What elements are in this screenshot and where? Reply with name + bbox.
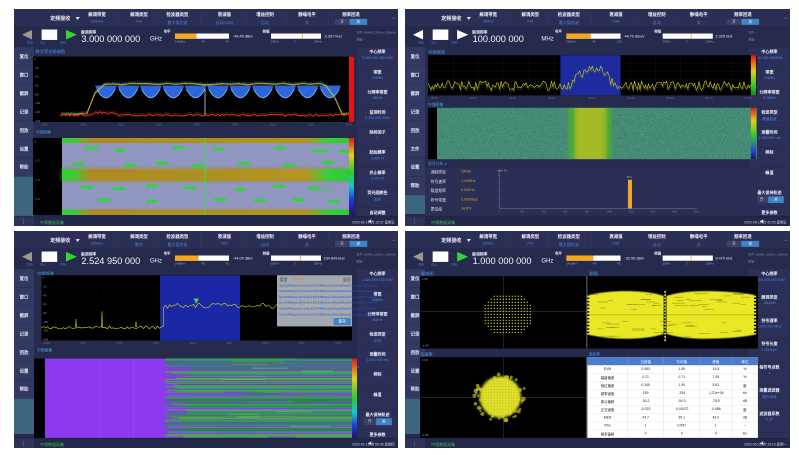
svg-text:400: 400 — [542, 211, 547, 214]
svg-text:1600: 1600 — [672, 211, 678, 214]
svg-text:1400: 1400 — [650, 211, 656, 214]
svg-text:600: 600 — [563, 211, 568, 214]
svg-text:1800: 1800 — [693, 211, 699, 214]
svg-text:800: 800 — [585, 211, 590, 214]
svg-text:1200: 1200 — [628, 211, 634, 214]
svg-text:45.2: 45.2 — [626, 175, 632, 179]
svg-text:0: 0 — [498, 211, 500, 214]
svg-text:1000: 1000 — [607, 211, 613, 214]
svg-text:200: 200 — [520, 211, 525, 214]
